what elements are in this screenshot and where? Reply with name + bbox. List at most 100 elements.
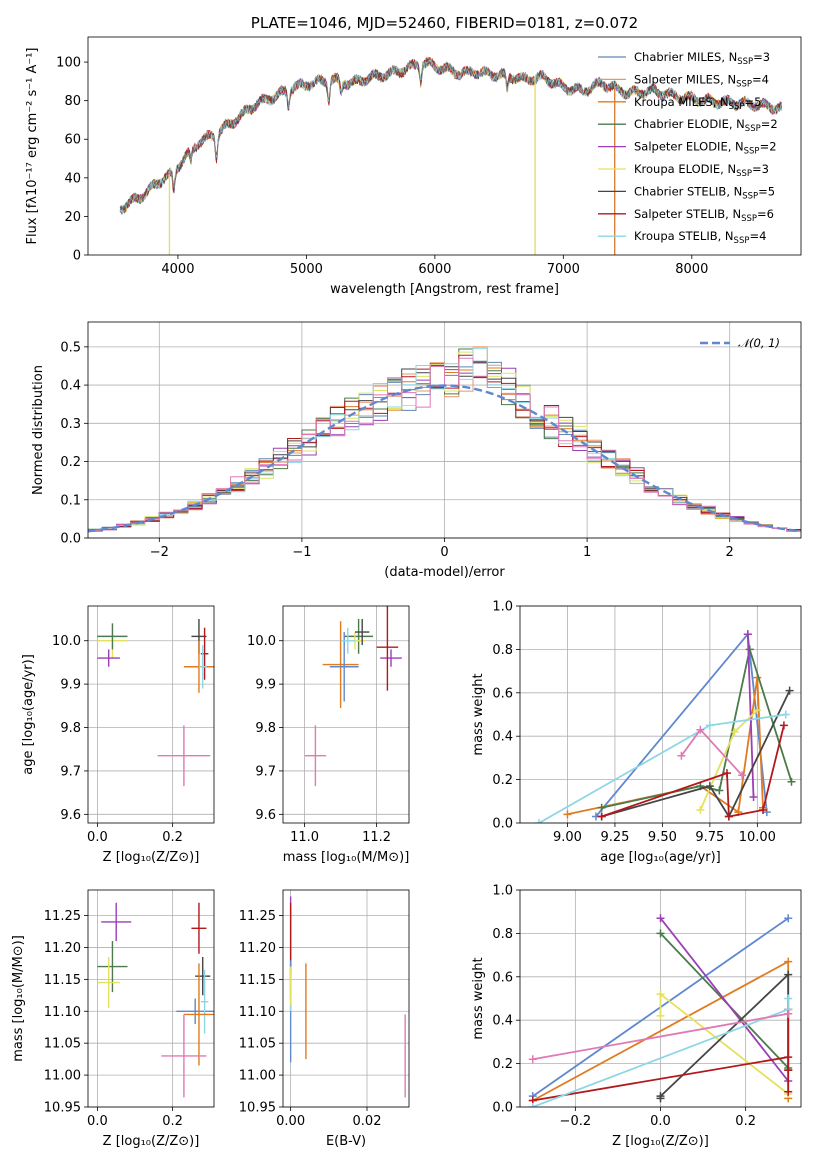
y-axis-label: Flux [fλ10⁻¹⁷ erg cm⁻² s⁻¹ A⁻¹]	[25, 48, 40, 245]
weight-marker	[696, 725, 705, 734]
y-tick-label: 1.0	[492, 884, 513, 899]
weight-marker	[779, 721, 788, 730]
y-tick-label: 0.0	[492, 1101, 513, 1116]
y-tick-label: 0.4	[60, 379, 81, 394]
y-tick-label: 11.20	[239, 941, 276, 956]
y-tick-label: 11.25	[44, 909, 81, 924]
x-tick-label: 0.00	[276, 1114, 305, 1129]
y-tick-label: 0	[73, 249, 81, 264]
y-tick-label: 0.2	[492, 1057, 513, 1072]
weight-marker	[677, 751, 686, 760]
y-tick-label: 11.05	[239, 1037, 276, 1052]
axes-0: 4000 5000 6000 7000 8000 0 20 40 60 80 100	[56, 56, 708, 277]
spectrum-line	[119, 57, 782, 215]
y-tick-label: 11.15	[239, 973, 276, 988]
x-tick-label: 0.0	[87, 830, 108, 845]
x-tick-label: 0.2	[162, 830, 183, 845]
axes-frame-3	[282, 605, 410, 824]
weight-marker	[745, 645, 754, 654]
axes-frame-7	[519, 889, 802, 1108]
y-tick-label: 40	[64, 171, 81, 186]
weight-marker	[784, 1009, 793, 1018]
y-tick-label: 0.6	[492, 686, 513, 701]
weight-marker	[738, 771, 747, 780]
axes-6: 0.00 0.02 10.95 11.00 11.05 11.10 11.15 11.20 11…	[239, 890, 409, 1129]
x-tick-label: 0.0	[650, 1114, 671, 1129]
axes-2: 0.0 0.2 9.6 9.7 9.8 9.9 10.0	[52, 606, 214, 845]
y-tick-label: 9.8	[255, 721, 276, 736]
weight-marker	[785, 686, 794, 695]
weight-marker	[784, 970, 793, 979]
errorbar-points	[289, 896, 406, 1098]
weight-marker	[784, 1066, 793, 1075]
y-tick-label: 0.3	[60, 417, 81, 432]
x-tick-label: −0.2	[560, 1114, 592, 1129]
y-tick-label: 11.00	[44, 1069, 81, 1084]
y-tick-label: 0.1	[60, 493, 81, 508]
x-tick-label: 4000	[161, 262, 194, 277]
x-axis-label: age [log₁₀(age/yr)]	[600, 850, 721, 865]
weight-marker	[781, 710, 790, 719]
y-axis-label: mass [log₁₀(M/M⊙)]	[11, 935, 26, 1062]
y-tick-label: 11.10	[239, 1005, 276, 1020]
x-tick-label: 0	[440, 545, 448, 560]
weight-lines	[534, 630, 796, 823]
x-axis-label: Z [log₁₀(Z/Z⊙)]	[612, 1134, 709, 1149]
weight-marker	[722, 769, 731, 778]
x-tick-label: 1	[583, 545, 591, 560]
y-tick-label: 11.10	[44, 1005, 81, 1020]
legend-entry: Chabrier ELODIE, NSSP=2	[634, 117, 778, 134]
spectrum-lines	[119, 56, 782, 255]
y-tick-label: 11.15	[44, 973, 81, 988]
y-tick-label: 80	[64, 94, 81, 109]
y-axis-label: mass weight	[471, 673, 486, 755]
errorbar-points	[304, 606, 402, 787]
weight-series	[532, 1012, 789, 1061]
x-tick-label: −2	[150, 545, 169, 560]
axes-4: 9.00 9.25 9.50 9.75 10.00 0.0 0.2 0.4 0.6 0.8 1.0	[492, 600, 801, 845]
weight-marker	[656, 990, 665, 999]
x-tick-label: 9.25	[600, 830, 629, 845]
weight-lines	[528, 914, 793, 1107]
x-axis-label: wavelength [Angstrom, rest frame]	[330, 282, 559, 297]
x-axis-label: Z [log₁₀(Z/Z⊙)]	[103, 1134, 200, 1149]
y-tick-label: 9.6	[255, 808, 276, 823]
x-tick-label: 8000	[675, 262, 708, 277]
y-tick-label: 0.0	[60, 532, 81, 547]
y-tick-label: 9.6	[60, 808, 81, 823]
axes-frame-6	[282, 889, 410, 1108]
x-tick-label: 9.75	[695, 830, 724, 845]
y-tick-label: 0.6	[492, 970, 513, 985]
y-tick-label: 10.95	[239, 1101, 276, 1116]
legend-entry: Chabrier STELIB, NSSP=5	[634, 184, 775, 201]
x-tick-label: 9.00	[553, 830, 582, 845]
weight-marker	[784, 1087, 793, 1096]
y-tick-label: 11.00	[239, 1069, 276, 1084]
axes-frame-5	[87, 889, 215, 1108]
errorbar-points	[97, 902, 214, 1098]
weight-marker	[784, 957, 793, 966]
x-axis-label: Z [log₁₀(Z/Z⊙)]	[103, 850, 200, 865]
x-tick-label: 11.0	[290, 830, 319, 845]
x-tick-label: 0.2	[162, 1114, 183, 1129]
y-axis-label: age [log₁₀(age/yr)]	[21, 654, 36, 775]
histogram-series	[88, 357, 801, 532]
weight-marker	[696, 805, 705, 814]
y-tick-label: 11.05	[44, 1037, 81, 1052]
x-tick-label: 0.02	[353, 1114, 382, 1129]
weight-marker	[705, 782, 714, 791]
x-tick-label: −1	[292, 545, 311, 560]
y-axis-label: Normed distribution	[31, 365, 46, 495]
y-tick-label: 9.7	[60, 764, 81, 779]
y-tick-label: 0.8	[492, 643, 513, 658]
x-axis-label: (data-model)/error	[384, 565, 505, 580]
y-tick-label: 10.0	[52, 634, 81, 649]
y-tick-label: 11.25	[239, 909, 276, 924]
weight-marker	[705, 721, 714, 730]
weight-marker	[784, 914, 793, 923]
weight-marker	[528, 1103, 537, 1107]
y-tick-label: 1.0	[492, 600, 513, 615]
y-tick-label: 0.2	[60, 455, 81, 470]
spectrum-line	[119, 56, 782, 213]
weight-marker	[730, 727, 739, 736]
